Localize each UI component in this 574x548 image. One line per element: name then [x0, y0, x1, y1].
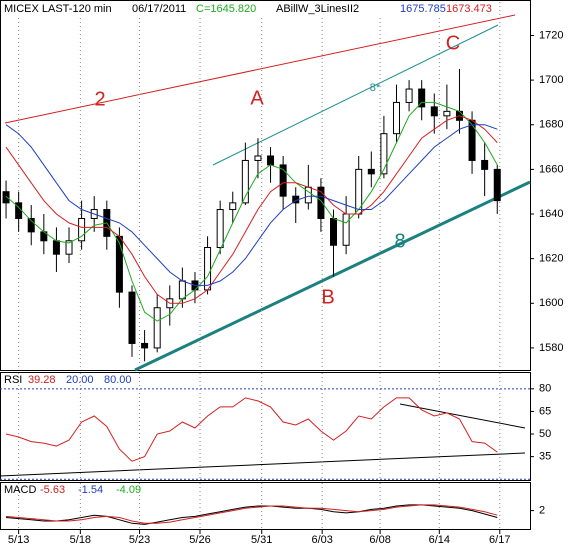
- close-label: C=1645.820: [196, 3, 256, 15]
- candle-body: [443, 110, 451, 117]
- y-tick-label: 1620: [539, 253, 563, 265]
- candle-body: [204, 246, 212, 291]
- x-tick-label: 6/14: [429, 534, 450, 546]
- candle-body: [78, 217, 86, 242]
- macd-panel: [0, 482, 531, 530]
- header-value: 20.00: [66, 374, 94, 386]
- header-value: -4.09: [116, 484, 141, 496]
- y-tick-label: 1700: [539, 74, 563, 86]
- candle-body: [481, 159, 489, 170]
- candle-body: [267, 155, 275, 166]
- candle-body: [304, 186, 312, 204]
- trend-line: [212, 24, 499, 166]
- candle-body: [392, 101, 400, 135]
- annotation: C: [446, 32, 460, 54]
- y-tick-label: 1580: [539, 342, 563, 354]
- candle-body: [493, 168, 501, 202]
- x-tick-label: 5/18: [70, 534, 91, 546]
- header-value: -5.63: [40, 484, 65, 496]
- annotation: 8*: [370, 82, 381, 94]
- candle-body: [115, 235, 123, 293]
- candle-body: [229, 202, 237, 211]
- header-value: 80.00: [104, 374, 132, 386]
- annotation: A: [250, 87, 264, 109]
- candle-body: [141, 342, 149, 349]
- candle-body: [128, 291, 136, 344]
- rsi-panel: [0, 372, 531, 481]
- indicator-value: 1673.473: [446, 3, 492, 15]
- candle-body: [405, 88, 413, 103]
- y-tick-label: 1600: [539, 297, 563, 309]
- series-line: [5, 504, 498, 525]
- y-tick-label: 1640: [539, 208, 563, 220]
- candle-body: [418, 88, 426, 108]
- candle-body: [27, 217, 35, 233]
- series-line: [5, 115, 498, 304]
- trend-line: [134, 180, 531, 372]
- candle-body: [317, 186, 325, 219]
- candle-body: [52, 240, 60, 255]
- header-value: -1.54: [78, 484, 103, 496]
- candle-body: [468, 119, 476, 161]
- y-tick-label: 2: [539, 505, 545, 517]
- candle-body: [330, 217, 338, 246]
- rsi-title: RSI: [4, 374, 22, 386]
- trend-line: [399, 403, 526, 429]
- price-panel: [0, 0, 531, 371]
- header-bg: [1, 1, 491, 16]
- candle-body: [380, 133, 388, 175]
- candle-body: [241, 159, 249, 204]
- candle-body: [153, 307, 161, 349]
- candle-body: [367, 168, 375, 175]
- candle-body: [430, 106, 438, 117]
- x-tick-label: 5/23: [129, 534, 150, 546]
- candle-body: [65, 240, 73, 255]
- x-tick-label: 6/03: [311, 534, 332, 546]
- y-tick-label: 50: [539, 428, 551, 440]
- y-tick-label: 35: [539, 451, 551, 463]
- y-tick-label: 80: [539, 383, 551, 395]
- annotation: 8: [394, 230, 405, 252]
- title: MICEX LAST-120 min: [4, 3, 112, 15]
- candle-body: [342, 213, 350, 246]
- header-value: 39.28: [28, 374, 56, 386]
- candle-body: [279, 164, 287, 197]
- macd-title: MACD: [4, 484, 36, 496]
- series-line: [5, 101, 498, 322]
- x-tick-label: 5/13: [8, 534, 29, 546]
- y-tick-label: 1660: [539, 163, 563, 175]
- candle-body: [254, 155, 262, 161]
- indicator-value: 1675.785: [400, 3, 446, 15]
- annotation: 2: [94, 88, 105, 110]
- candle-body: [216, 209, 224, 248]
- y-tick-label: 1680: [539, 119, 563, 131]
- x-tick-label: 5/31: [251, 534, 272, 546]
- x-tick-label: 6/08: [369, 534, 390, 546]
- series-line: [5, 124, 498, 286]
- trend-line: [0, 452, 526, 477]
- candle-body: [2, 191, 10, 204]
- annotation: B: [321, 286, 334, 308]
- date: 06/17/2011: [132, 3, 186, 15]
- candle-body: [178, 280, 186, 300]
- series-line: [5, 397, 498, 462]
- y-tick-label: 65: [539, 405, 551, 417]
- indicator: ABillW_3LinesII2: [276, 3, 359, 15]
- plot: 5/13 5/18 5/23 5/26 5/31 6/03 6/08 6/14 6/17 1580…: [0, 2, 563, 546]
- series-line: [5, 504, 498, 524]
- y-tick-label: 1720: [539, 29, 563, 41]
- x-tick-label: 5/26: [189, 534, 210, 546]
- x-tick-label: 6/17: [489, 534, 510, 546]
- trend-line: [4, 14, 516, 124]
